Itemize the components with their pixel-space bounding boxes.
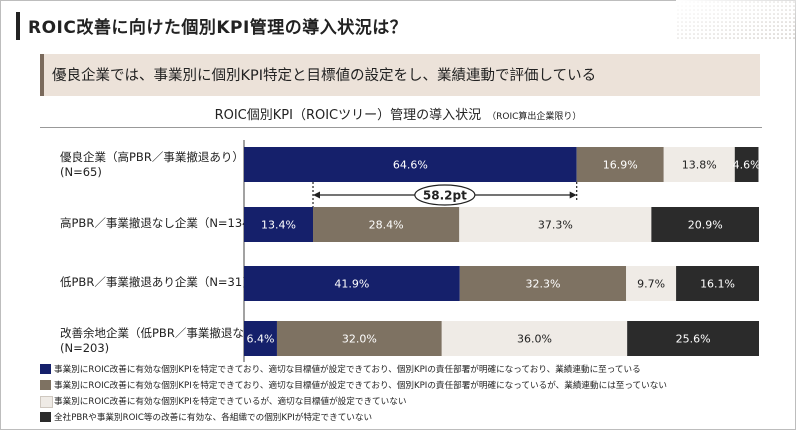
bar-2-1 [459, 266, 627, 301]
bar-label-1-1: 28.4% [369, 219, 404, 232]
legend-label-1: 事業別にROIC改善に有効な個別KPIを特定できており、適切な目標値が設定できて… [54, 381, 667, 391]
bar-1-2 [459, 207, 652, 242]
annotation-label: 58.2pt [423, 189, 467, 203]
bar-label-0-1: 16.9% [603, 159, 638, 172]
corner-pattern [676, 0, 796, 40]
row-label-1: 高PBR／事業撤退なし企業（N=134) [60, 216, 254, 231]
bar-label-3-1: 32.0% [342, 333, 377, 346]
bar-label-1-2: 37.3% [538, 219, 573, 232]
bar-label-1-0: 13.4% [261, 219, 296, 232]
bar-label-2-3: 16.1% [700, 278, 735, 291]
row-label-2-line1: 低PBR／事業撤退あり企業（N=31) [60, 275, 247, 289]
annotation-arrow-left [313, 191, 321, 199]
annotation-arrow-right [569, 191, 577, 199]
row-label-3-line2: (N=203) [60, 341, 110, 355]
bar-0-2 [663, 147, 735, 182]
key-message-banner [40, 54, 760, 96]
bar-label-3-2: 36.0% [517, 333, 552, 346]
legend-swatch-1 [40, 380, 51, 390]
chart-title: ROIC個別KPI（ROICツリー）管理の導入状況 [214, 108, 482, 123]
bar-3-3 [627, 321, 759, 356]
legend-label-2: 事業別にROIC改善に有効な個別KPIを特定できているが、適切な目標値が設定でき… [54, 397, 407, 407]
row-label-0-line1: 優良企業（高PBR／事業撤退あり） [60, 150, 244, 164]
legend-swatch-2 [40, 396, 53, 408]
legend-label-0: 事業別にROIC改善に有効な個別KPIを特定できており、適切な目標値が設定できて… [54, 365, 641, 375]
legend-swatch-3 [40, 412, 51, 422]
bar-3-2 [441, 321, 628, 356]
bar-label-0-2: 13.8% [682, 159, 717, 172]
bar-label-2-2: 9.7% [637, 278, 665, 291]
row-label-2: 低PBR／事業撤退あり企業（N=31) [60, 275, 247, 290]
bar-label-2-1: 32.3% [525, 278, 560, 291]
key-message-text: 優良企業では、事業別に個別KPI特定と目標値の設定をし、業績連動で評価している [52, 68, 597, 84]
bar-1-3 [651, 207, 759, 242]
title-accent-bar [16, 12, 20, 40]
bar-0-3 [734, 147, 759, 182]
row-label-3-line1: 改善余地企業（低PBR／事業撤退なし） [60, 326, 267, 340]
row-label-0-line2: (N=65) [60, 165, 102, 179]
row-label-1-line1: 高PBR／事業撤退なし企業（N=134) [60, 216, 254, 230]
bar-label-2-0: 41.9% [334, 278, 369, 291]
chart-title-underline [40, 127, 762, 128]
bar-2-2 [626, 266, 677, 301]
legend-swatch-0 [40, 364, 51, 374]
bar-3-1 [276, 321, 442, 356]
bar-label-0-0: 64.6% [393, 159, 428, 172]
bar-1-0 [244, 207, 314, 242]
bar-label-3-3: 25.6% [676, 333, 711, 346]
legend-label-3: 全社PBRや事業別ROIC等の改善に有効な、各組織での個別KPIが特定できていな… [54, 413, 373, 423]
chart-title-wrap: ROIC個別KPI（ROICツリー）管理の導入状況 （ROIC算出企業限り） [0, 104, 796, 123]
page-title: ROIC改善に向けた個別KPI管理の導入状況は？ [28, 18, 408, 38]
bar-label-0-3: 4.6% [733, 159, 761, 172]
bar-2-0 [244, 266, 460, 301]
bar-label-3-0: 6.4% [247, 333, 275, 346]
row-label-0: 優良企業（高PBR／事業撤退あり） (N=65) [60, 150, 244, 180]
row-label-3: 改善余地企業（低PBR／事業撤退なし） (N=203) [60, 326, 267, 356]
bar-1-1 [313, 207, 460, 242]
bar-3-0 [244, 321, 277, 356]
annotation-badge [414, 184, 476, 206]
banner-accent [40, 54, 44, 96]
chart-title-note: （ROIC算出企業限り） [487, 112, 582, 122]
bar-label-1-3: 20.9% [688, 219, 723, 232]
bar-0-0 [244, 147, 577, 182]
bar-2-3 [676, 266, 759, 301]
bar-0-1 [576, 147, 664, 182]
